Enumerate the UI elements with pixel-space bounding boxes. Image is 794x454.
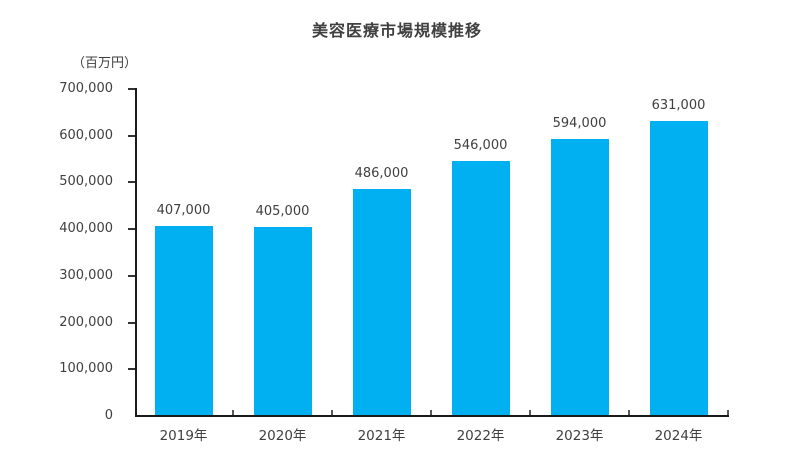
y-tick-label: 500,000 (59, 174, 113, 190)
y-tick-mark (128, 88, 135, 90)
x-tick-mark (232, 410, 234, 416)
x-tick-mark (529, 410, 531, 416)
y-tick-mark (128, 321, 135, 324)
y-axis-unit-label: （百万円） (72, 56, 138, 71)
x-tick-mark (628, 410, 630, 416)
bar-2023年 (550, 139, 609, 416)
bar-value-label: 405,000 (255, 204, 310, 219)
bar-value-label: 546,000 (453, 138, 508, 153)
x-tick-mark (727, 410, 729, 416)
x-category-label: 2020年 (258, 428, 307, 444)
bar-value-label: 631,000 (651, 98, 706, 113)
y-tick-label: 0 (104, 408, 113, 423)
y-tick-mark (128, 228, 135, 231)
x-axis-line (135, 415, 729, 417)
bar-2019年 (154, 226, 213, 416)
y-tick-mark (128, 274, 135, 277)
x-tick-mark (331, 410, 333, 416)
bar-2024年 (649, 121, 708, 416)
y-tick-label: 600,000 (59, 127, 113, 143)
y-tick-mark (128, 134, 135, 137)
y-tick-label: 700,000 (59, 81, 113, 96)
bar-2020年 (253, 227, 312, 416)
bar-2022年 (451, 161, 510, 416)
bar-value-label: 407,000 (156, 203, 211, 218)
chart-title: 美容医療市場規模推移 (311, 21, 482, 40)
y-tick-label: 100,000 (59, 361, 113, 377)
x-category-label: 2019年 (159, 428, 208, 444)
y-tick-mark (128, 368, 135, 371)
x-category-label: 2022年 (456, 428, 505, 444)
bar-value-label: 594,000 (552, 116, 607, 131)
y-tick-label: 200,000 (59, 314, 113, 330)
bar-2021年 (352, 189, 411, 416)
y-axis-line (135, 88, 137, 417)
x-category-label: 2021年 (357, 428, 406, 444)
x-category-label: 2023年 (555, 428, 604, 444)
y-tick-label: 300,000 (59, 267, 113, 283)
x-category-label: 2024年 (654, 428, 703, 444)
y-tick-mark (128, 181, 135, 184)
y-tick-label: 400,000 (59, 221, 113, 237)
bar-value-label: 486,000 (354, 166, 409, 181)
x-tick-mark (430, 410, 432, 416)
